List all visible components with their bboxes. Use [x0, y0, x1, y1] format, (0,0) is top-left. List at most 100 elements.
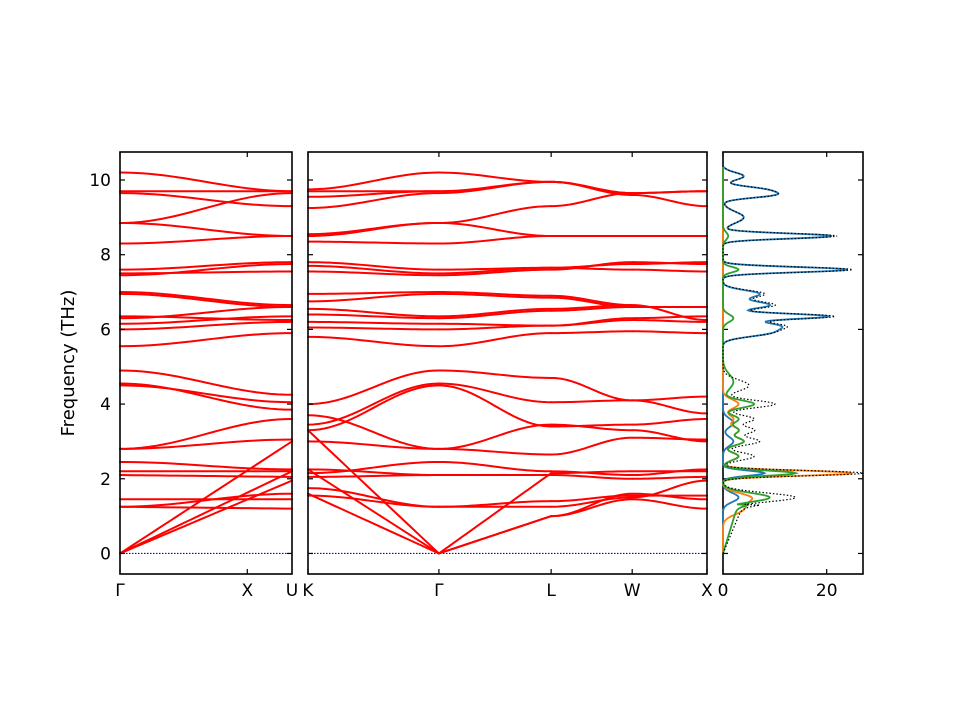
phonon-band	[631, 418, 708, 426]
phonon-band	[437, 460, 553, 473]
x-tick-label: Γ	[115, 581, 125, 601]
phonon-band	[550, 496, 634, 508]
phonon-band	[119, 315, 293, 325]
phonon-band	[550, 294, 634, 307]
phonon-band	[119, 418, 293, 450]
y-tick-label: 2	[100, 470, 111, 490]
x-tick-label: L	[546, 581, 556, 601]
phonon-band	[307, 382, 440, 426]
phonon-band	[631, 498, 708, 510]
phonon-band	[550, 266, 634, 271]
phonon-band	[437, 292, 553, 299]
x-tick-label: Γ	[434, 581, 444, 601]
phonon-band	[437, 221, 553, 238]
phonon-band	[631, 395, 708, 402]
x-tick-label: X	[701, 581, 713, 601]
phonon-band	[307, 307, 440, 318]
phonon-band	[307, 460, 440, 475]
phonon-band	[119, 192, 293, 208]
phonon-band	[307, 414, 440, 450]
phonon-band	[437, 332, 553, 348]
phonon-band	[631, 190, 708, 195]
phonon-band	[437, 423, 553, 450]
phonon-band	[550, 376, 634, 402]
phonon-band	[631, 261, 708, 266]
phonon-band	[307, 468, 440, 477]
phonon-band	[631, 475, 708, 480]
phonon-band	[307, 261, 440, 271]
phonon-band	[631, 468, 708, 477]
phonon-band	[307, 440, 440, 450]
phonon-band	[119, 261, 293, 271]
phonon-band	[631, 268, 708, 273]
phonon-band	[437, 180, 553, 193]
phonon-band	[119, 263, 293, 277]
phonon-band	[119, 440, 293, 555]
phonon-band	[119, 470, 293, 555]
phonon-band	[437, 268, 553, 277]
phonon-band	[307, 291, 440, 295]
phonon-band	[119, 235, 293, 245]
phonon-band	[119, 291, 293, 307]
phonon-band	[437, 266, 553, 271]
phonon-band	[631, 193, 708, 208]
phonon-band	[631, 399, 708, 415]
dos-total-curve	[722, 166, 864, 554]
phonon-band	[119, 479, 293, 555]
phonon-band	[437, 309, 553, 320]
phonon-band	[437, 369, 553, 379]
phonon-band	[437, 472, 553, 555]
x-tick-label: K	[302, 581, 314, 601]
band-panel-gamma-x-u: 0 2 4 6 8 10 Γ X U	[89, 151, 298, 601]
y-axis-label: Frequency (THz)	[58, 290, 79, 437]
phonon-band	[550, 423, 634, 428]
phonon-band	[119, 192, 293, 224]
phonon-band	[119, 320, 293, 331]
phonon-band	[437, 500, 553, 508]
phonon-band	[437, 205, 553, 224]
phonon-band	[307, 384, 440, 432]
x-tick-label: W	[624, 581, 641, 601]
phonon-band	[437, 515, 553, 555]
phonon-band	[307, 313, 440, 320]
phonon-band	[119, 460, 293, 471]
phonon-band	[307, 264, 440, 275]
phonon-band	[119, 369, 293, 396]
phonon-band	[119, 505, 293, 510]
phonon-band	[119, 221, 293, 238]
phonon-band	[437, 322, 553, 327]
phonon-band	[550, 180, 634, 195]
phonon-band	[631, 315, 708, 320]
phonon-band	[307, 369, 440, 406]
phonon-band	[307, 192, 440, 210]
dos-panel: 0 20	[718, 151, 864, 601]
phonon-band	[307, 429, 440, 555]
phonon-band	[307, 270, 440, 277]
phonon-band	[631, 429, 708, 443]
x-tick-label: X	[241, 581, 253, 601]
phonon-band	[307, 320, 440, 325]
phonon-band	[307, 335, 440, 348]
phonon-band	[119, 315, 293, 322]
phonon-band	[119, 292, 293, 308]
phonon-band	[550, 474, 634, 480]
phonon-band	[550, 470, 634, 477]
phonon-band	[119, 332, 293, 348]
phonon-band	[119, 382, 293, 411]
band-panel-1-frame	[119, 151, 293, 575]
phonon-band	[550, 330, 634, 335]
phonon-band	[550, 423, 634, 432]
phonon-band	[437, 447, 553, 456]
phonon-band	[119, 270, 293, 275]
y-tick-label: 4	[100, 395, 111, 415]
y-tick-label: 8	[100, 246, 111, 266]
phonon-band	[119, 438, 293, 450]
dos-partial-curve	[722, 166, 848, 554]
phonon-band	[550, 436, 634, 456]
phonon-band	[437, 384, 553, 428]
phonon-band	[307, 487, 440, 508]
dos-partial-curve	[722, 166, 800, 554]
phonon-band	[437, 307, 553, 318]
y-tick-label: 10	[89, 171, 111, 191]
